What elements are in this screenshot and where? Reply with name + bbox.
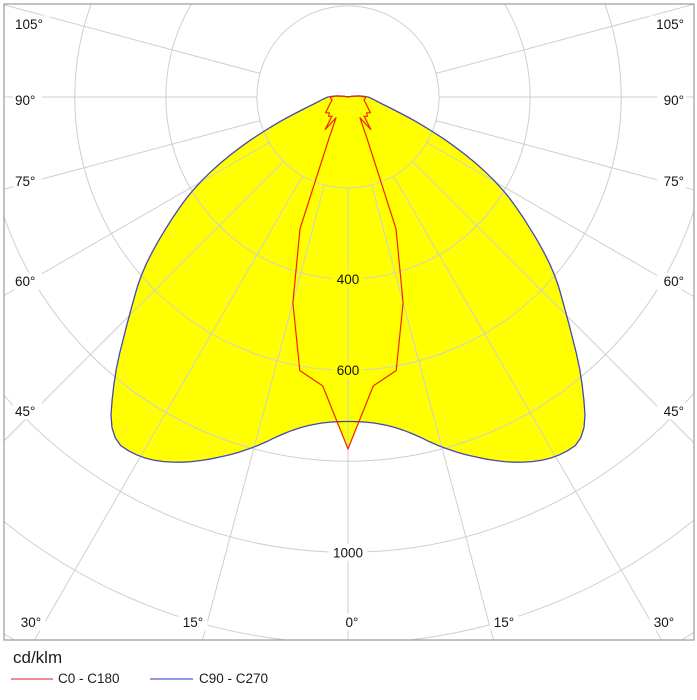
angle-label-bg — [657, 272, 686, 290]
angle-label-bg — [657, 402, 686, 420]
angle-label: 30° — [654, 615, 674, 630]
angle-label-bg — [13, 402, 42, 420]
angle-label: 75° — [664, 174, 684, 189]
angle-label-bg — [489, 613, 519, 631]
c0-c180-curve — [292, 95, 404, 451]
legend-label-c0-c180: C0 - C180 — [58, 671, 120, 686]
chart-legend: cd/klm C0 - C180 C90 - C270 — [0, 644, 697, 700]
ring-label: 600 — [337, 363, 360, 378]
angle-label: 105° — [15, 17, 43, 32]
angle-label-bg — [13, 172, 42, 190]
ring-label-bg — [332, 270, 364, 288]
legend-label-c90-c270: C90 - C270 — [199, 671, 269, 686]
angle-label: 60° — [664, 274, 684, 289]
angle-label: 45° — [664, 404, 684, 419]
angle-label: 105° — [656, 17, 684, 32]
angle-label: 45° — [15, 404, 35, 419]
plot-border — [3, 3, 695, 641]
polar-chart-canvas: 400 600 1000 105° 90° 75° 60° 45° 105° 90° 75° 60° 4… — [3, 3, 695, 641]
ring-label: 400 — [337, 272, 360, 287]
angle-label: 60° — [15, 274, 35, 289]
angle-label-bg — [649, 613, 679, 631]
angle-label: 75° — [15, 174, 35, 189]
legend-line-c0-c180 — [11, 678, 53, 680]
ring-label-bg — [328, 543, 368, 561]
angle-label: 90° — [15, 93, 35, 108]
angle-label: 90° — [664, 93, 684, 108]
angle-label-bg — [178, 613, 208, 631]
angle-label-bg — [657, 91, 686, 109]
angle-label-bg — [341, 613, 363, 631]
angle-label: 0° — [346, 615, 359, 630]
angle-label: 15° — [183, 615, 203, 630]
angle-label-bg — [13, 91, 42, 109]
polar-grid-rays — [4, 4, 694, 640]
legend-units-label: cd/klm — [13, 648, 63, 667]
angle-label-bg — [16, 613, 46, 631]
angle-label-bg — [13, 272, 42, 290]
legend-line-c90-c270 — [150, 678, 193, 680]
angle-label: 30° — [21, 615, 41, 630]
angle-label-bg — [649, 15, 686, 33]
ring-label-bg — [332, 361, 364, 379]
angle-label-bg — [13, 15, 50, 33]
ring-label: 1000 — [333, 545, 363, 560]
angle-label: 15° — [494, 615, 514, 630]
angle-label-bg — [657, 172, 686, 190]
c90-c270-curve — [110, 95, 586, 463]
